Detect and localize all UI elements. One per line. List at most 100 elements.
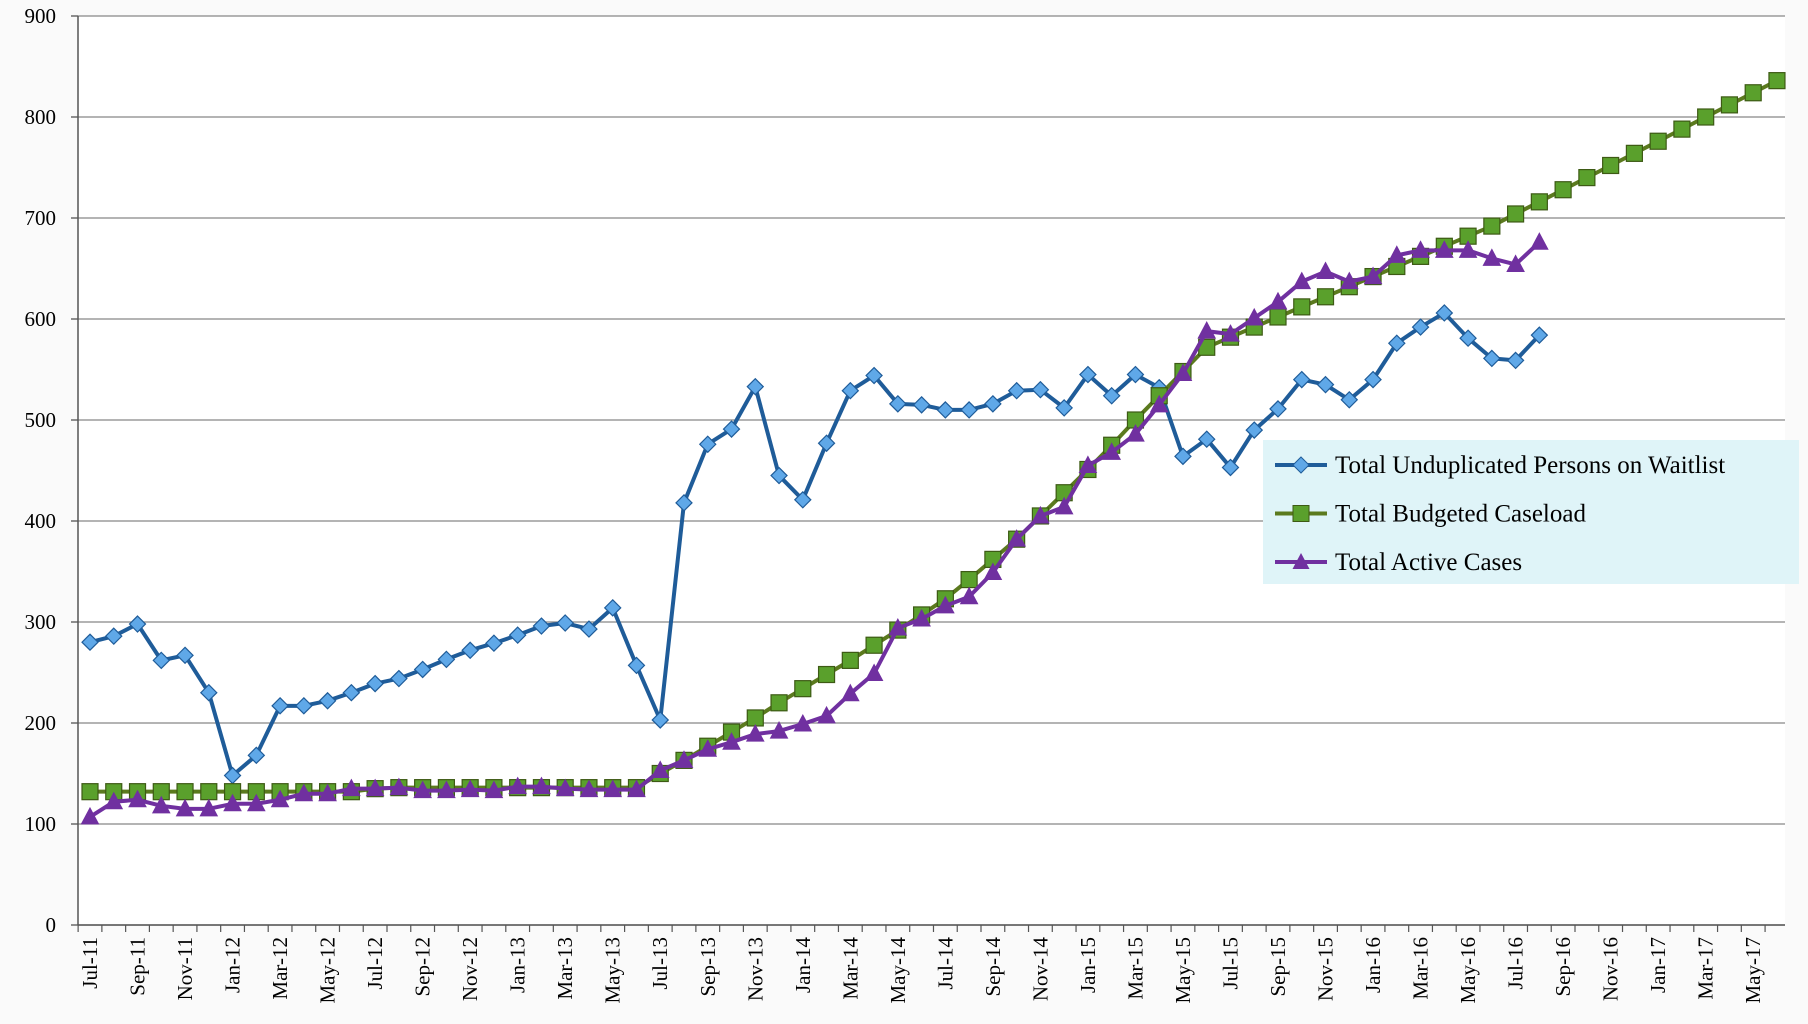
marker [555,778,575,797]
marker [1102,386,1121,405]
x-tick-label: Jul-16 [1504,937,1528,990]
marker [1435,304,1454,322]
x-tick-label: Sep-11 [126,937,150,996]
x-tick-label: Sep-15 [1266,937,1290,997]
x-tick-label: Jan-13 [506,937,530,993]
marker [1530,232,1549,250]
marker [318,691,337,710]
marker [794,680,812,698]
marker [508,626,527,644]
marker [390,669,408,688]
y-tick-label: 500 [25,408,57,432]
marker [175,798,195,817]
legend-label: Total Unduplicated Persons on Waitlist [1335,452,1725,479]
marker [271,696,289,715]
x-tick-label: Mar-14 [838,937,862,1000]
marker [746,709,764,727]
marker [675,493,693,512]
marker [888,394,907,413]
x-tick-label: Sep-14 [981,937,1005,997]
marker [1649,132,1667,150]
marker [318,783,337,802]
marker [1007,381,1026,400]
x-tick-label: Jan-14 [791,937,815,993]
marker [1458,240,1478,258]
x-tick-label: Nov-16 [1599,937,1623,1001]
y-tick-label: 800 [25,105,57,129]
marker [1221,458,1240,477]
marker [1173,363,1193,382]
x-tick-label: Mar-13 [553,937,577,1000]
marker [1054,496,1074,515]
marker [1434,240,1454,258]
marker [1197,321,1217,339]
marker [865,366,883,385]
marker [1411,318,1430,336]
x-tick-label: Jan-15 [1076,937,1100,993]
marker [1316,288,1335,306]
x-tick-label: Nov-15 [1314,937,1338,1001]
y-tick-label: 0 [46,913,57,937]
x-tick-label: Jan-17 [1646,937,1670,993]
legend-marker [1292,505,1310,522]
marker [1269,308,1287,326]
marker [888,617,908,636]
marker [1602,156,1620,175]
marker [1387,245,1407,263]
marker [246,793,266,812]
marker [770,466,788,485]
marker [1744,84,1762,102]
marker [1293,298,1311,316]
marker [1079,365,1097,384]
marker [1530,326,1549,345]
x-tick-label: Nov-13 [743,937,767,1001]
marker [1268,291,1288,310]
marker [461,641,480,660]
marker [1149,394,1169,413]
marker [104,627,123,645]
marker [817,705,836,724]
marker [840,683,860,702]
marker [912,608,931,627]
marker [746,377,765,396]
marker [342,683,361,702]
marker [793,713,813,732]
marker [936,401,955,419]
marker [1720,96,1739,114]
marker [437,780,456,799]
marker [1506,254,1525,272]
marker [1530,193,1548,211]
marker [1197,430,1216,449]
marker [960,401,978,419]
marker [270,789,290,808]
marker [745,724,765,742]
marker [247,746,266,765]
marker [793,490,812,509]
marker [1625,144,1644,162]
marker [81,783,99,801]
marker [864,663,884,682]
marker [603,599,622,617]
marker [1411,240,1430,258]
marker [485,634,503,653]
marker [1506,205,1525,223]
marker [627,779,646,798]
x-tick-label: Sep-16 [1551,937,1575,997]
marker [1316,375,1335,394]
marker [1007,529,1026,547]
marker [199,798,219,817]
marker [770,694,788,712]
marker [1578,169,1596,187]
x-tick-label: Jul-11 [78,937,102,989]
x-tick-label: May-14 [886,937,910,1004]
marker [151,795,171,814]
marker [342,778,361,797]
marker [722,420,741,438]
x-tick-label: Nov-12 [458,937,482,1001]
marker [1126,365,1145,384]
marker [1244,307,1264,326]
x-tick-label: May-17 [1741,937,1765,1004]
marker [698,739,718,757]
marker [1292,271,1312,290]
x-tick-label: Mar-12 [268,937,292,1000]
